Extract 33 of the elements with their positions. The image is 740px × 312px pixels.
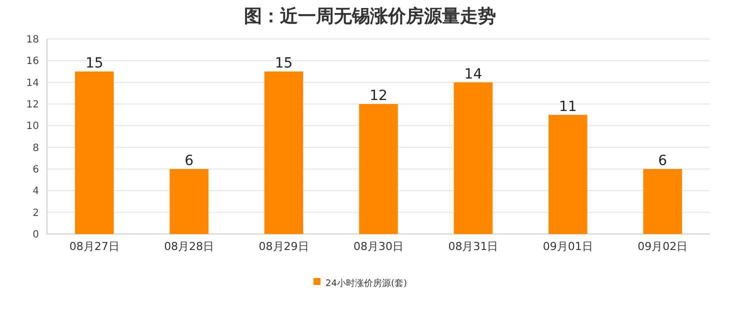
y-tick-label: 2 — [32, 208, 39, 219]
x-tick-label: 08月29日 — [258, 240, 309, 253]
y-tick-label: 14 — [26, 78, 39, 89]
data-label: 6 — [658, 153, 668, 169]
bar — [74, 72, 114, 234]
bar — [264, 72, 304, 234]
x-tick-label: 08月28日 — [164, 240, 214, 253]
bar — [454, 82, 493, 234]
x-tick-label: 09月02日 — [638, 240, 688, 253]
y-tick-label: 12 — [26, 100, 39, 110]
y-tick-label: 10 — [26, 121, 39, 132]
x-tick-label: 08月27日 — [69, 240, 120, 253]
bar — [170, 169, 208, 234]
x-tick-label: 08月30日 — [354, 240, 404, 253]
data-label: 11 — [559, 98, 577, 115]
data-label: 14 — [464, 66, 482, 82]
y-tick-label: 4 — [32, 186, 39, 198]
bar — [548, 114, 588, 234]
x-tick-label: 09月01日 — [542, 240, 593, 253]
data-label: 6 — [184, 153, 194, 169]
data-label: 15 — [85, 56, 104, 72]
y-tick-label: 8 — [32, 142, 39, 154]
y-tick-label: 0 — [32, 230, 39, 240]
y-tick-label: 18 — [26, 34, 39, 46]
chart-title: 图：近一周无锡涨价房源量走势 — [244, 6, 496, 27]
y-tick-label: 6 — [32, 164, 39, 176]
bar — [359, 104, 398, 234]
x-tick-label: 08月31日 — [448, 240, 498, 253]
y-tick-label: 16 — [26, 56, 39, 68]
legend-label: 24小时涨价房源(套) — [326, 278, 407, 289]
data-label: 12 — [370, 88, 388, 104]
data-label: 15 — [274, 56, 293, 72]
bar — [643, 169, 682, 234]
